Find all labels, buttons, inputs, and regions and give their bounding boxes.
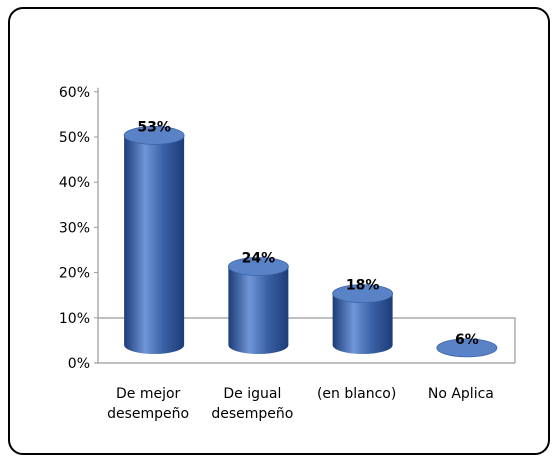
bar: [227, 257, 289, 354]
bar-body: [124, 135, 185, 354]
category-label: De mejor desempeño: [107, 386, 189, 422]
category-label-line: desempeño: [211, 406, 293, 422]
data-labels: 53% 24% 18% 6%: [137, 119, 478, 347]
data-label: 24%: [242, 251, 276, 267]
bar-top: [227, 257, 289, 276]
y-tick-label: 10%: [59, 311, 90, 327]
bar: [123, 126, 185, 354]
y-tick-label: 50%: [59, 130, 90, 146]
data-label: 53%: [137, 119, 171, 135]
category-label-line: desempeño: [107, 406, 189, 422]
category-label: No Aplica: [428, 386, 494, 402]
y-tick-label: 20%: [59, 266, 90, 282]
x-axis: De mejor desempeño De igual desempeño (en bl…: [107, 386, 494, 422]
bar-body: [228, 266, 289, 354]
category-label: (en blanco): [317, 386, 396, 402]
y-tick-label: 40%: [59, 175, 90, 191]
category-label-line: No Aplica: [428, 386, 494, 402]
bar: [332, 284, 394, 354]
data-label: 6%: [455, 332, 479, 348]
bars: [123, 126, 498, 358]
data-label: 18%: [346, 278, 380, 294]
y-tick-label: 0%: [68, 356, 90, 372]
category-label-line: De igual: [223, 386, 281, 402]
bar: [436, 338, 498, 358]
bar-body: [332, 293, 393, 354]
category-label-line: (en blanco): [317, 386, 396, 402]
y-axis: 0% 10% 20% 30% 40% 50% 60%: [59, 85, 98, 372]
category-label: De igual desempeño: [211, 386, 293, 422]
bar-top: [436, 338, 498, 358]
y-tick-label: 30%: [59, 220, 90, 236]
category-label-line: De mejor: [116, 386, 181, 402]
y-tick-label: 60%: [59, 85, 90, 101]
bar-top: [123, 126, 185, 145]
bar-top: [332, 284, 394, 304]
